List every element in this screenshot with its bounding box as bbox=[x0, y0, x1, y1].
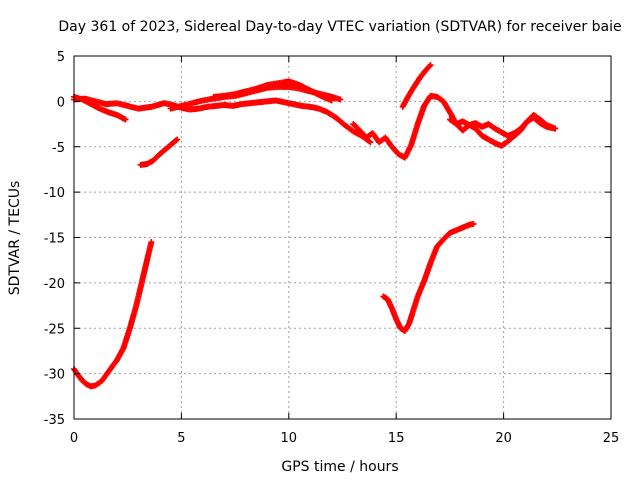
series-arc-5 bbox=[137, 136, 181, 168]
data-point bbox=[426, 63, 433, 70]
y-tick-label: -5 bbox=[52, 141, 65, 156]
y-axis-label: SDTVAR / TECUs bbox=[7, 181, 23, 296]
x-tick-label: 10 bbox=[281, 431, 298, 446]
x-tick-label: 15 bbox=[388, 431, 405, 446]
series-arc-2 bbox=[71, 93, 129, 123]
data-point bbox=[148, 239, 155, 246]
y-tick-label: -15 bbox=[44, 232, 65, 247]
y-tick-label: -25 bbox=[44, 322, 65, 337]
axis-ticks: 0 5 10 15 20 25 5 0 -5 -10 -15 -20 -25 -30 -35 bbox=[44, 50, 620, 446]
x-axis-label: GPS time / hours bbox=[281, 459, 398, 475]
x-tick-label: 25 bbox=[603, 431, 620, 446]
x-tick-label: 20 bbox=[495, 431, 512, 446]
chart-title: Day 361 of 2023, Sidereal Day-to-day VTE… bbox=[58, 19, 621, 35]
data-point bbox=[122, 116, 129, 123]
data-point bbox=[173, 137, 180, 144]
data-point bbox=[337, 96, 344, 103]
y-tick-label: 5 bbox=[57, 50, 65, 65]
x-tick-label: 0 bbox=[70, 431, 78, 446]
series-arc-10 bbox=[380, 220, 477, 334]
data-point bbox=[367, 139, 374, 146]
series-arc-1 bbox=[71, 95, 374, 146]
y-tick-label: -30 bbox=[44, 368, 65, 383]
data-point bbox=[427, 62, 434, 69]
data-point bbox=[470, 220, 477, 227]
series-arc-9 bbox=[399, 62, 434, 110]
series-arc-4 bbox=[210, 78, 335, 104]
y-tick-label: 0 bbox=[57, 95, 65, 110]
y-tick-label: -20 bbox=[44, 277, 65, 292]
data-point bbox=[328, 97, 335, 104]
y-tick-label: -10 bbox=[44, 186, 65, 201]
series-arc-7 bbox=[350, 92, 559, 161]
series-arc-6 bbox=[71, 239, 155, 390]
y-tick-label: -35 bbox=[44, 413, 65, 428]
data-point bbox=[174, 136, 181, 143]
series-arc-8 bbox=[446, 114, 559, 139]
data-series bbox=[71, 62, 559, 390]
grid-lines bbox=[74, 56, 611, 419]
data-point bbox=[552, 125, 559, 132]
x-tick-label: 5 bbox=[177, 431, 185, 446]
